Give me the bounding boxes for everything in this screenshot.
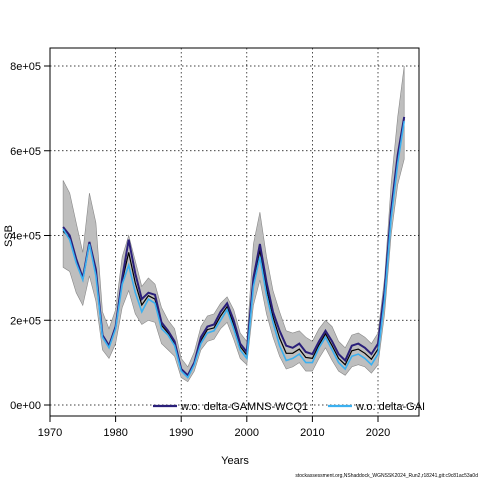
footnote: stockassessment.org,NShaddock_WGNSSK2024… xyxy=(295,473,478,479)
x-tick-label-1970: 1970 xyxy=(38,427,62,439)
y-tick-label-800000: 8e+05 xyxy=(10,61,41,73)
y-axis-title: SSB xyxy=(3,225,15,247)
series-lines xyxy=(62,116,406,379)
y-tick-label-400000: 4e+05 xyxy=(10,231,41,243)
x-tick-label-1990: 1990 xyxy=(169,427,193,439)
x-axis-title: Years xyxy=(221,455,249,467)
y-axis: 0e+00 2e+05 4e+05 6e+05 8e+05 xyxy=(10,61,50,412)
x-axis: 1970 1980 1990 2000 2010 2020 xyxy=(38,416,390,439)
legend: w.o. delta-GAMNS-WCQ1 w.o. delta-GAI xyxy=(153,401,425,413)
y-tick-label-0: 0e+00 xyxy=(10,400,41,412)
confidence-band xyxy=(62,65,405,383)
legend-label-series-1: w.o. delta-GAMNS-WCQ1 xyxy=(180,401,308,413)
series-line-2 xyxy=(62,120,405,379)
y-tick-label-200000: 2e+05 xyxy=(10,315,41,327)
y-tick-label-600000: 6e+05 xyxy=(10,146,41,158)
legend-label-series-2: w.o. delta-GAI xyxy=(355,401,425,413)
x-tick-label-2020: 2020 xyxy=(366,427,390,439)
x-tick-label-2000: 2000 xyxy=(235,427,259,439)
plot-frame xyxy=(49,47,420,417)
x-tick-label-2010: 2010 xyxy=(300,427,324,439)
x-tick-label-1980: 1980 xyxy=(103,427,127,439)
